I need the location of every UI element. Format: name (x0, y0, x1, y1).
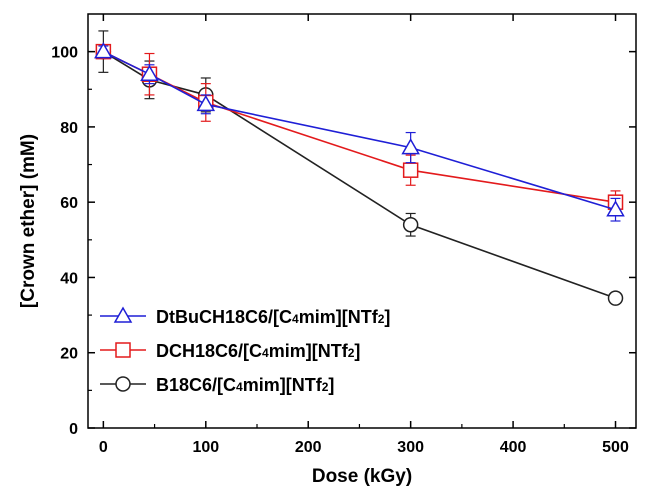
series-line (103, 50, 616, 211)
y-tick-label: 0 (69, 421, 78, 438)
legend-label-part: mim][NTf (299, 307, 379, 327)
legend-label-part: B18C6/[C (156, 375, 236, 395)
legend-marker (115, 376, 131, 392)
legend-label-part: ] (384, 307, 390, 327)
y-axis-label: [Crown ether] (mM) (18, 134, 39, 308)
series-line (102, 50, 616, 299)
y-tick-label: 20 (60, 346, 78, 363)
legend-item-circle: B18C6/[C4mim][NTf2] (100, 375, 334, 395)
x-tick-label: 300 (397, 439, 424, 456)
legend-marker (113, 306, 133, 323)
legend-label: DtBuCH18C6/[C4mim][NTf2] (156, 307, 390, 327)
data-point (607, 290, 624, 306)
data-point (140, 64, 159, 81)
data-point (606, 200, 625, 217)
legend-label-part: 4 (236, 380, 243, 394)
series-circle (95, 30, 624, 306)
plot-area: 0 100 200 300 400 500 0 20 40 60 80 100 (51, 13, 637, 456)
y-tick-label: 40 (60, 270, 78, 287)
plot-frame (87, 13, 637, 429)
legend-item-square: DCH18C6/[C4mim][NTf2] (100, 341, 360, 361)
legend-item-triangle: DtBuCH18C6/[C4mim][NTf2] (100, 306, 390, 327)
x-tick-label: 500 (602, 439, 629, 456)
legend-label-part: mim][NTf (243, 375, 323, 395)
y-tick-label: 100 (51, 45, 78, 62)
data-point (94, 42, 113, 59)
legend: DtBuCH18C6/[C4mim][NTf2]DCH18C6/[C4mim][… (100, 306, 390, 395)
x-tick-label: 100 (192, 439, 219, 456)
legend-label-part: 2 (348, 346, 355, 360)
y-tick-label: 60 (60, 195, 78, 212)
x-axis-label: Dose (kGy) (312, 466, 412, 487)
y-tick-label: 80 (60, 120, 78, 137)
data-point (401, 138, 420, 155)
legend-label: B18C6/[C4mim][NTf2] (156, 375, 334, 395)
legend-label-part: 4 (292, 312, 299, 326)
x-tick-label: 400 (500, 439, 527, 456)
legend-label-part: 2 (378, 312, 385, 326)
legend-label-part: ] (328, 375, 334, 395)
series-layer (94, 30, 625, 306)
legend-label-part: ] (354, 341, 360, 361)
series-line (103, 50, 616, 203)
x-tick-label: 200 (295, 439, 322, 456)
data-point (196, 94, 216, 112)
legend-label: DCH18C6/[C4mim][NTf2] (156, 341, 360, 361)
legend-label-part: 2 (322, 380, 329, 394)
legend-label-part: mim][NTf (269, 341, 349, 361)
series-triangle (94, 42, 625, 222)
legend-label-part: 4 (262, 346, 269, 360)
x-tick-label: 0 (99, 439, 108, 456)
legend-label-part: DtBuCH18C6/[C (156, 307, 292, 327)
legend-marker (115, 342, 131, 358)
data-point (402, 217, 419, 233)
data-point (402, 162, 419, 178)
legend-label-part: DCH18C6/[C (156, 341, 262, 361)
